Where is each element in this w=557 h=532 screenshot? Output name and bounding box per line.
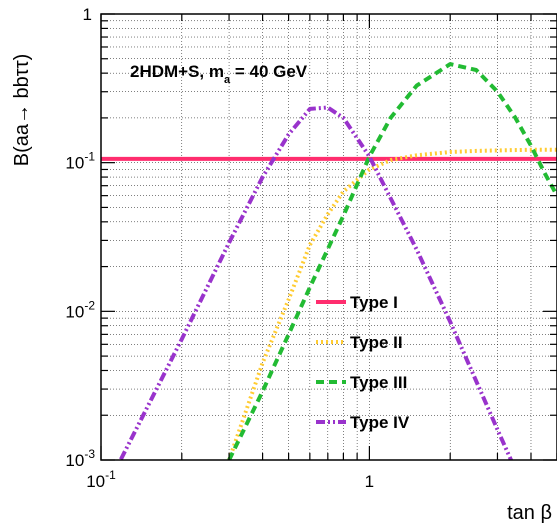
series-line-type-iv xyxy=(118,105,514,460)
y-tick-label: 10-3 xyxy=(65,447,95,470)
legend-label: Type II xyxy=(350,333,403,352)
x-tick-label: 1 xyxy=(365,472,374,491)
y-tick-label: 1 xyxy=(83,5,92,24)
y-tick-label: 10-2 xyxy=(65,298,95,321)
legend: Type I Type II Type III Type IV xyxy=(316,293,410,432)
y-axis-title: B(aa→ bbττ) xyxy=(11,54,33,167)
y-tick-label: 10-1 xyxy=(65,150,95,173)
annotation-text: 2HDM+S, ma = 40 GeV xyxy=(130,62,308,86)
series-line-type-ii xyxy=(227,147,557,460)
series-group xyxy=(101,62,557,460)
plot-frame xyxy=(100,13,557,461)
legend-label: Type III xyxy=(350,373,407,392)
series-line-type-iii xyxy=(227,62,557,460)
legend-label: Type IV xyxy=(350,413,410,432)
legend-label: Type I xyxy=(350,293,398,312)
x-tick-label: 10-1 xyxy=(86,468,116,491)
x-axis-title: tan β xyxy=(507,502,552,524)
tick-labels: 10-1 1 10-3 10-2 10-1 1 xyxy=(65,5,374,491)
ticks xyxy=(100,13,557,461)
